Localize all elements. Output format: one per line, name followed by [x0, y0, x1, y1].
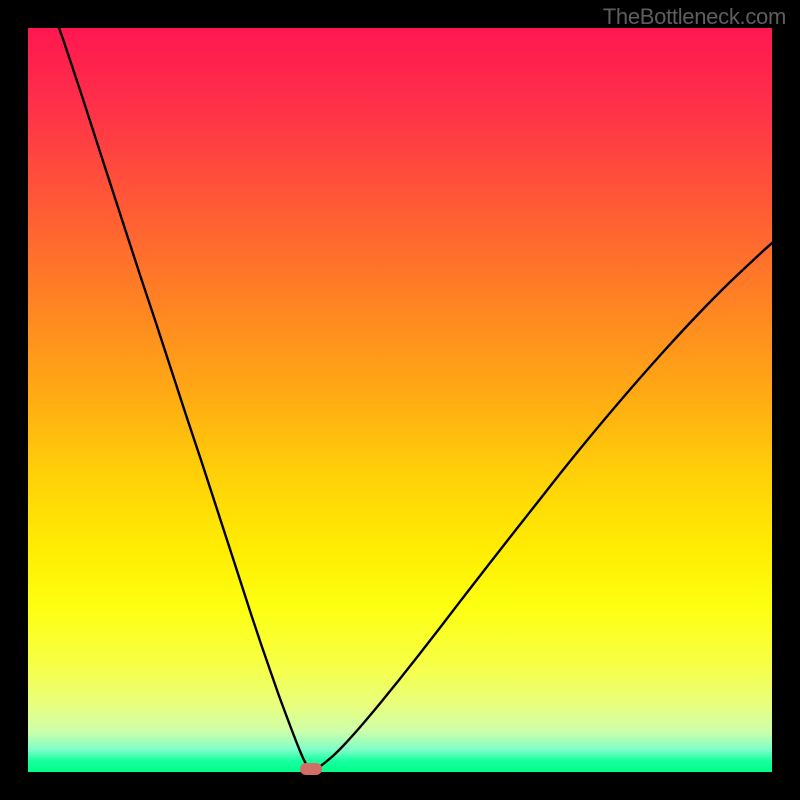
chart-frame: TheBottleneck.com	[0, 0, 800, 800]
plot-area	[28, 28, 772, 772]
optimum-marker	[300, 763, 322, 775]
watermark-text: TheBottleneck.com	[603, 4, 786, 30]
bottleneck-curve	[28, 28, 772, 772]
